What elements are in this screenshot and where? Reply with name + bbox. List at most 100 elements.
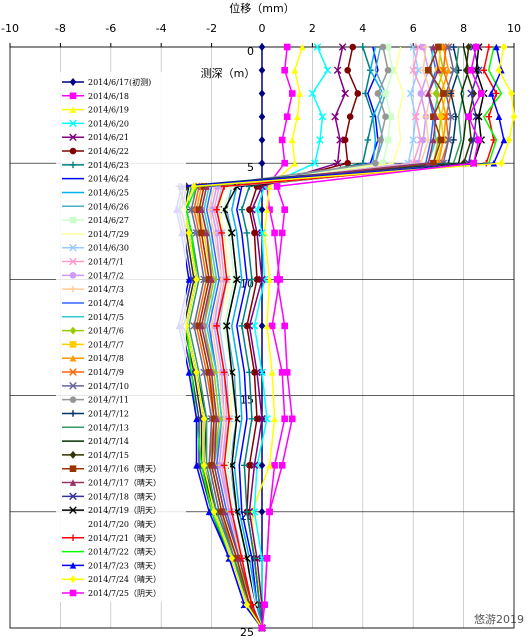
- data-point: [430, 43, 437, 51]
- data-point: [185, 228, 193, 237]
- data-point: [288, 90, 296, 97]
- legend-label: 2014/6/27: [88, 216, 129, 225]
- data-point: [444, 43, 453, 51]
- legend-label: 2014/6/18: [88, 92, 129, 101]
- x-tick-label: 4: [359, 22, 366, 35]
- data-point: [278, 369, 286, 376]
- series-line: [261, 46, 483, 629]
- data-point: [228, 554, 236, 563]
- data-point: [268, 322, 276, 330]
- data-point: [372, 159, 379, 167]
- data-point: [220, 462, 228, 469]
- data-point: [258, 112, 266, 121]
- legend-label: 2014/6/30: [88, 244, 129, 253]
- data-point: [419, 136, 427, 144]
- legend-marker: [69, 575, 77, 584]
- series-line: [253, 46, 329, 628]
- data-point: [430, 159, 437, 167]
- data-point: [258, 321, 266, 330]
- data-point: [341, 89, 349, 98]
- data-point: [450, 136, 457, 144]
- data-point: [258, 135, 266, 144]
- data-point: [425, 66, 432, 74]
- legend-marker: [69, 341, 77, 348]
- data-point: [299, 43, 306, 51]
- data-point: [384, 136, 392, 144]
- series-line: [215, 46, 498, 629]
- data-point: [241, 462, 248, 469]
- data-point: [218, 229, 225, 237]
- legend-label: 2014/7/20（晴天）: [88, 519, 161, 529]
- data-point: [495, 113, 503, 121]
- legend-label: 2014/6/20: [88, 119, 129, 128]
- data-point: [208, 276, 215, 283]
- data-point: [198, 206, 205, 213]
- data-point: [500, 43, 508, 51]
- data-point: [467, 89, 475, 98]
- data-point: [266, 462, 273, 469]
- data-point: [185, 369, 193, 376]
- data-point: [498, 159, 505, 168]
- data-point: [283, 43, 291, 51]
- data-point: [281, 66, 288, 74]
- data-point: [508, 89, 515, 98]
- data-point: [243, 600, 251, 609]
- data-point: [485, 113, 493, 121]
- data-point: [318, 112, 327, 121]
- data-point: [200, 414, 208, 423]
- y-tick-label: 0: [247, 45, 254, 58]
- data-point: [411, 112, 420, 121]
- data-point: [258, 507, 266, 516]
- legend-label: 2014/7/24（晴天）: [88, 574, 161, 584]
- data-point: [313, 43, 322, 51]
- legend-label: 2014/7/11: [88, 396, 129, 405]
- data-point: [220, 369, 228, 376]
- data-point: [387, 113, 394, 121]
- data-point: [323, 66, 332, 75]
- data-point: [193, 462, 200, 469]
- data-point: [225, 415, 233, 423]
- legend-marker: [69, 534, 77, 542]
- data-point: [266, 276, 273, 283]
- data-point: [296, 90, 304, 97]
- data-point: [293, 113, 301, 121]
- data-point: [258, 43, 266, 51]
- series-line: [200, 46, 440, 629]
- data-point: [258, 275, 266, 284]
- x-tick-label: 2: [309, 22, 316, 35]
- data-point: [268, 369, 276, 376]
- legend-marker: [69, 257, 77, 266]
- legend-marker: [69, 382, 77, 390]
- legend-label: 2014/7/2: [88, 271, 124, 280]
- series-line: [185, 46, 465, 629]
- x-tick-label: -2: [206, 22, 217, 35]
- data-point: [193, 368, 200, 377]
- data-point: [263, 322, 271, 330]
- data-point: [311, 159, 319, 167]
- legend-label: 2014/7/22（晴天）: [88, 547, 161, 557]
- data-point: [258, 624, 266, 632]
- data-point: [432, 89, 440, 98]
- data-point: [223, 276, 231, 283]
- data-point: [409, 136, 417, 144]
- data-point: [435, 43, 442, 51]
- data-point: [344, 159, 351, 167]
- data-point: [445, 66, 452, 74]
- legend-label: 2014/6/21: [88, 133, 129, 142]
- legend-label: 2014/7/17（晴天）: [88, 478, 161, 488]
- data-point: [246, 206, 253, 213]
- legend-label: 2014/7/25（阴天）: [88, 589, 161, 598]
- data-point: [447, 112, 455, 121]
- legend-marker: [69, 243, 77, 252]
- legend-label: 2014/6/25: [88, 188, 129, 197]
- legend-marker: [69, 396, 77, 403]
- legend-label: 2014/7/14: [88, 437, 129, 446]
- data-point: [238, 322, 246, 330]
- data-point: [208, 369, 215, 376]
- data-point: [316, 136, 324, 144]
- data-point: [273, 183, 281, 190]
- data-point: [258, 415, 266, 423]
- legend-marker: [69, 147, 77, 155]
- legend-label: 2014/7/13: [88, 423, 129, 432]
- data-point: [238, 206, 246, 213]
